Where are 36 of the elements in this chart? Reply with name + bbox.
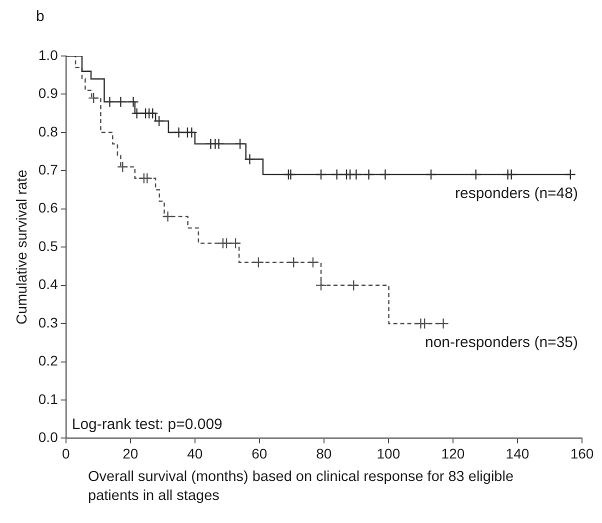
- point: [418, 318, 430, 330]
- y-tick-label: 0.5: [38, 238, 58, 254]
- y-axis-title: Cumulative survival rate: [14, 170, 31, 324]
- chart-title: b: [36, 8, 44, 25]
- x-tick-label: 140: [506, 445, 530, 462]
- y-tick-label: 1.0: [38, 46, 58, 63]
- point: [117, 161, 128, 172]
- x-axis-title: Overall survival (months) based on clinical response for 83 eligible patients in all stages: [88, 468, 515, 506]
- x-tick-label: 120: [441, 445, 465, 462]
- x-tick-label: 0: [62, 445, 70, 462]
- point: [438, 318, 449, 330]
- x-tick-label: 60: [252, 445, 268, 462]
- point: [142, 172, 153, 184]
- x-tick-label: 20: [122, 445, 138, 462]
- series-label: non-responders (n=35): [424, 334, 578, 352]
- x-tick-label: 160: [570, 445, 594, 462]
- series-label: responders (n=48): [455, 185, 578, 202]
- point: [88, 92, 100, 104]
- point: [288, 256, 300, 268]
- y-tick-label: 0.6: [38, 200, 58, 216]
- y-tick-label: 0.9: [38, 85, 58, 102]
- y-tick-label: 0.8: [38, 123, 58, 140]
- x-tick-label: 100: [376, 445, 400, 462]
- y-tick-label: 0.4: [38, 276, 58, 292]
- y-tick-label: 0.7: [38, 162, 58, 178]
- point: [252, 256, 264, 268]
- y-tick-label: 0.3: [38, 314, 58, 330]
- y-tick-label: 0.1: [38, 390, 58, 407]
- annotation: Log-rank test: p=0.009: [72, 416, 222, 433]
- x-tick-label: 80: [316, 445, 332, 462]
- point: [315, 280, 327, 291]
- point: [162, 210, 174, 222]
- x-tick-label: 40: [187, 445, 203, 462]
- y-tick-label: 0.2: [38, 352, 58, 369]
- y-tick-label: 0.0: [38, 429, 58, 446]
- point: [230, 238, 242, 249]
